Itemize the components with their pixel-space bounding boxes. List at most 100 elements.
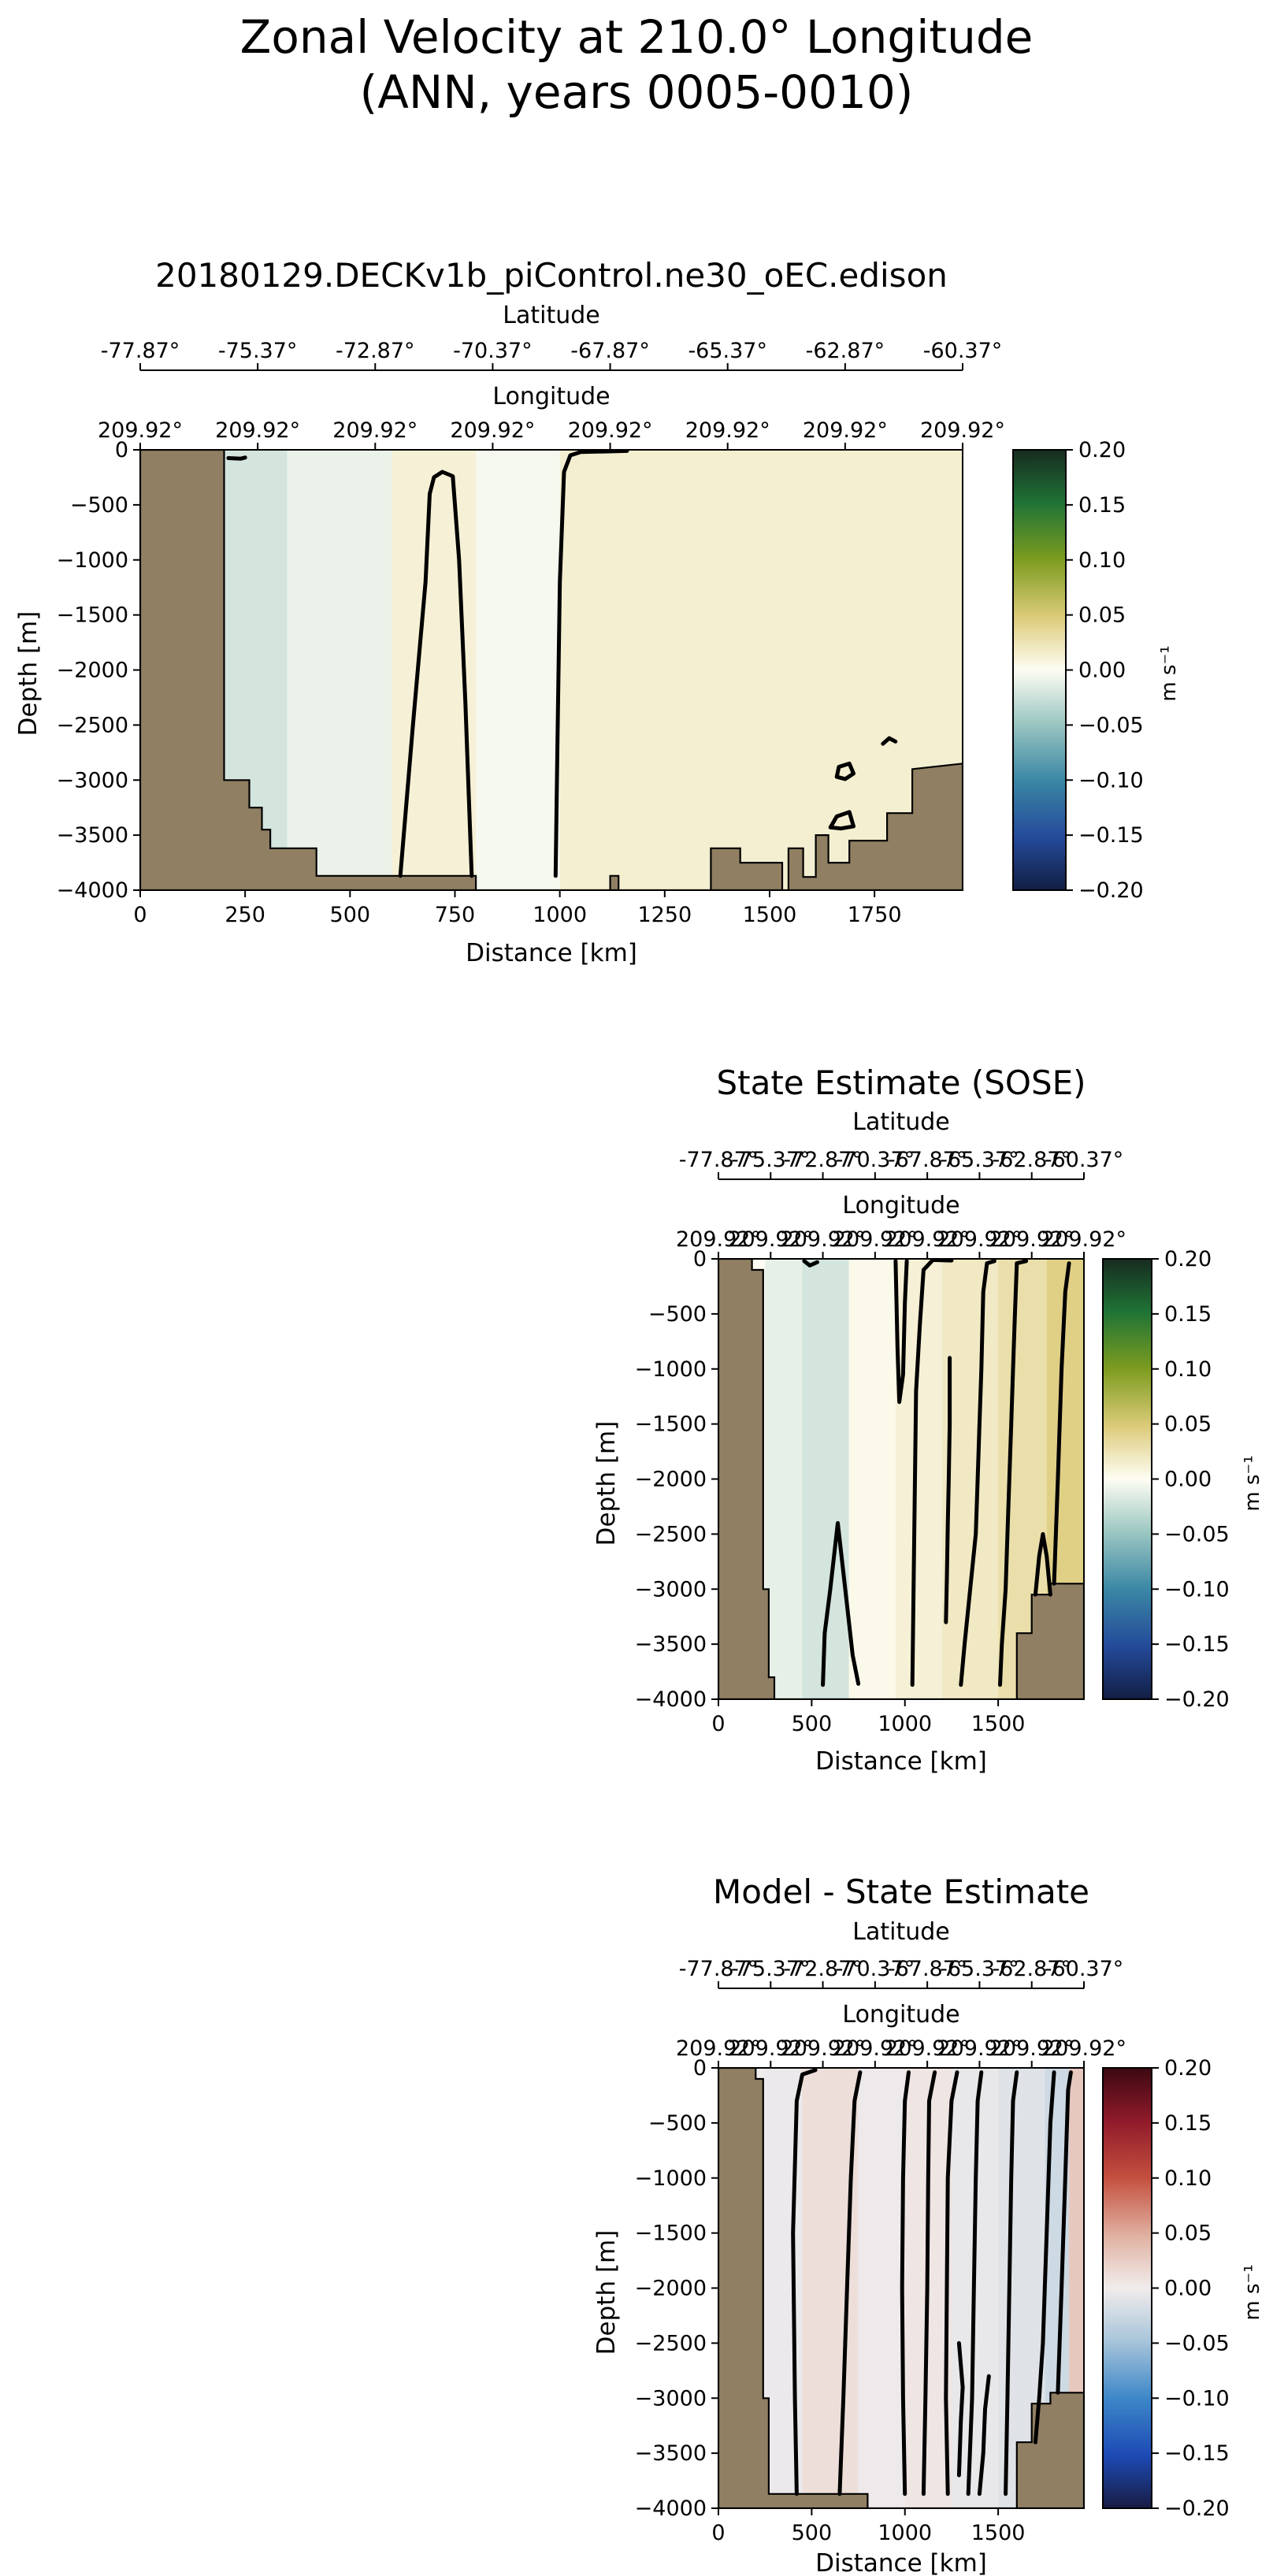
longitude-tick-label: 209.92° <box>920 418 1005 443</box>
latitude-tick-label: -65.37° <box>940 1148 1019 1172</box>
longitude-tick-label: 209.92° <box>833 2036 918 2061</box>
zero-contour-2 <box>893 1259 909 1405</box>
longitude-tick-label: 209.92° <box>937 2036 1022 2061</box>
zero-contour-5 <box>956 2340 965 2478</box>
longitude-tick-label: 209.92° <box>885 1227 970 1252</box>
suptitle-line-2: (ANN, years 0005-0010) <box>359 65 914 119</box>
y-tick-label: −3000 <box>635 2386 707 2411</box>
x-tick-label: 1500 <box>743 903 797 927</box>
latitude-tick-label: -67.87° <box>570 339 650 363</box>
x-axis-label: Distance [km] <box>815 1747 987 1776</box>
latitude-tick-label: -62.87° <box>806 339 885 363</box>
latitude-tick-label: -77.87° <box>101 339 180 363</box>
latitude-tick-label: -72.87° <box>783 1148 863 1172</box>
x-tick-label: 0 <box>711 2521 725 2545</box>
y-tick-label: −1500 <box>635 1412 707 1437</box>
longitude-axis-label: Longitude <box>492 383 610 410</box>
zero-contour-4 <box>944 1356 952 1624</box>
field-band-3 <box>476 450 560 890</box>
colorbar-tick-label: 0.15 <box>1164 1302 1212 1327</box>
longitude-tick-label: 209.92° <box>676 2036 761 2061</box>
longitude-tick-label: 209.92° <box>937 1227 1022 1252</box>
zero-contour-1 <box>910 1259 954 1687</box>
zero-contour-4 <box>828 810 855 831</box>
latitude-tick-label: -75.37° <box>731 1957 811 1981</box>
colorbar-tick-label: 0.10 <box>1078 548 1126 573</box>
colorbar-tick-label: −0.15 <box>1164 1632 1230 1657</box>
y-tick-label: −3000 <box>57 768 128 792</box>
latitude-tick-label: -75.37° <box>218 339 298 363</box>
zero-contour-8 <box>802 1259 819 1268</box>
latitude-tick-label: -75.37° <box>731 1148 811 1172</box>
colorbar-tick-label: −0.10 <box>1164 1577 1230 1602</box>
longitude-tick-label: 209.92° <box>568 418 653 443</box>
colorbar-tick-label: −0.05 <box>1078 713 1144 737</box>
zero-contour-3 <box>921 2070 937 2496</box>
y-tick-label: −2500 <box>635 2331 707 2355</box>
y-tick-label: −4000 <box>57 878 128 903</box>
y-tick-label: −3000 <box>635 1577 707 1602</box>
colorbar-tick-label: 0.00 <box>1164 1468 1212 1492</box>
longitude-tick-label: 209.92° <box>1041 1227 1126 1252</box>
y-tick-label: 0 <box>693 2056 707 2080</box>
colorbar-tick-label: 0.20 <box>1164 2056 1212 2080</box>
longitude-tick-label: 209.92° <box>1041 2036 1126 2061</box>
colorbar-tick-label: 0.20 <box>1078 438 1126 462</box>
colorbar-tick-label: −0.05 <box>1164 2331 1230 2355</box>
y-tick-label: 0 <box>693 1247 707 1271</box>
figure-suptitle: Zonal Velocity at 210.0° Longitude (ANN,… <box>0 9 1273 120</box>
colorbar <box>1102 1258 1152 1700</box>
y-tick-label: −2000 <box>57 659 128 683</box>
y-tick-label: −2000 <box>635 2277 707 2301</box>
latitude-tick-label: -60.37° <box>1045 1148 1124 1172</box>
latitude-tick-label: -67.87° <box>888 1957 967 1981</box>
latitude-tick-label: -60.37° <box>923 339 1003 363</box>
colorbar-label: m s⁻¹ <box>1241 2264 1264 2320</box>
field-band-2 <box>848 1259 896 1699</box>
colorbar-tick-label: 0.05 <box>1164 2222 1212 2246</box>
zero-contour-10 <box>1056 2070 1073 2395</box>
zero-contour-4 <box>944 2070 959 2496</box>
colorbar-tick-label: 0.00 <box>1078 659 1126 683</box>
latitude-axis-label: Latitude <box>852 1918 949 1946</box>
colorbar-tick-label: 0.05 <box>1078 603 1126 628</box>
x-tick-label: 500 <box>792 2521 833 2545</box>
x-axis-label: Distance [km] <box>466 939 637 967</box>
zero-contour-6 <box>966 2070 984 2496</box>
latitude-axis-label: Latitude <box>852 1108 949 1136</box>
zero-contour-5 <box>881 736 898 746</box>
longitude-tick-label: 209.92° <box>885 2036 970 2061</box>
zero-contour-2 <box>900 2070 911 2496</box>
bathymetry-mask <box>140 450 963 890</box>
longitude-tick-label: 209.92° <box>781 2036 866 2061</box>
x-tick-label: 1000 <box>533 903 587 927</box>
x-tick-label: 750 <box>435 903 476 927</box>
y-tick-label: 0 <box>115 438 128 462</box>
colorbar-tick-label: 0.15 <box>1164 2111 1212 2136</box>
longitude-tick-label: 209.92° <box>989 2036 1074 2061</box>
y-tick-label: −2500 <box>635 1522 707 1546</box>
colorbar-label: m s⁻¹ <box>1157 645 1181 701</box>
longitude-axis-label: Longitude <box>842 2001 959 2029</box>
longitude-tick-label: 209.92° <box>98 418 183 443</box>
longitude-tick-label: 209.92° <box>781 1227 866 1252</box>
colorbar-tick-label: −0.20 <box>1078 878 1144 903</box>
y-tick-label: −2500 <box>57 713 128 737</box>
bathymetry-mask <box>718 2068 1084 2508</box>
longitude-tick-label: 209.92° <box>685 418 770 443</box>
latitude-axis-label: Latitude <box>503 302 599 329</box>
velocity-field <box>718 1259 1084 1699</box>
velocity-field <box>140 450 963 890</box>
latitude-tick-label: -62.87° <box>992 1957 1071 1981</box>
y-tick-label: −2000 <box>635 1468 707 1492</box>
zero-contour-1 <box>837 2070 863 2496</box>
panel-title: 20180129.DECKv1b_piControl.ne30_oEC.edis… <box>155 256 948 295</box>
zero-contour-1 <box>553 450 629 878</box>
x-axis-label: Distance [km] <box>815 2549 987 2576</box>
field-band-0 <box>765 1259 803 1699</box>
y-tick-label: −500 <box>648 2111 707 2136</box>
latitude-tick-label: -70.37° <box>453 339 533 363</box>
colorbar-tick-label: −0.15 <box>1078 823 1144 848</box>
field-band-1 <box>287 450 392 890</box>
